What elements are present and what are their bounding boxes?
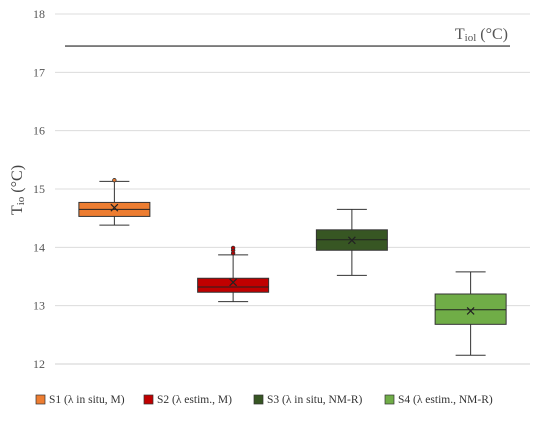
- y-tick-label-17: 17: [33, 65, 45, 79]
- y-tick-label-16: 16: [33, 124, 45, 138]
- box-series: [78, 178, 507, 356]
- reference-line-group: Tiol (°C): [65, 26, 510, 47]
- legend-item-4: S4 (λ estim., NM-R): [384, 394, 493, 406]
- box-4: [434, 271, 507, 356]
- legend-swatch-1: [35, 394, 46, 405]
- legend-label-1: S1 (λ in situ, M): [49, 394, 125, 406]
- reference-line-label: Tiol (°C): [455, 26, 508, 44]
- box-2-mean-marker: [229, 278, 238, 287]
- y-tick-label-14: 14: [33, 240, 45, 254]
- y-tick-label-12: 12: [33, 357, 45, 371]
- legend: S1 (λ in situ, M) S2 (λ estim., M) S3 (λ i…: [35, 394, 493, 406]
- legend-item-2: S2 (λ estim., M): [143, 394, 232, 406]
- y-tick-label-13: 13: [33, 299, 45, 313]
- legend-swatch-2: [143, 394, 154, 405]
- legend-label-4: S4 (λ estim., NM-R): [398, 394, 493, 406]
- box-4-iqr: [434, 293, 507, 325]
- legend-item-3: S3 (λ in situ, NM-R): [253, 394, 363, 406]
- legend-swatch-4: [384, 394, 395, 405]
- box-1: [78, 178, 151, 226]
- legend-label-3: S3 (λ in situ, NM-R): [267, 394, 363, 406]
- box-2: [197, 245, 270, 303]
- box-2-outlier-3: [230, 245, 236, 251]
- legend-label-2: S2 (λ estim., M): [157, 394, 232, 406]
- y-tick-label-18: 18: [33, 7, 45, 21]
- gridlines: [55, 13, 530, 365]
- legend-swatch-3: [253, 394, 264, 405]
- box-1-outlier-1: [112, 178, 117, 183]
- y-tick-label-15: 15: [33, 182, 45, 196]
- box-3: [315, 208, 388, 276]
- box-2-iqr: [197, 277, 270, 293]
- y-axis-ticks: 12 13 14 15 16 17 18: [33, 7, 45, 371]
- box-4-mean-marker: [466, 306, 475, 315]
- y-axis-label: Tio (°C): [9, 165, 27, 215]
- box-1-mean-marker: [110, 203, 119, 212]
- box-3-mean-marker: [347, 236, 356, 245]
- legend-item-1: S1 (λ in situ, M): [35, 394, 125, 406]
